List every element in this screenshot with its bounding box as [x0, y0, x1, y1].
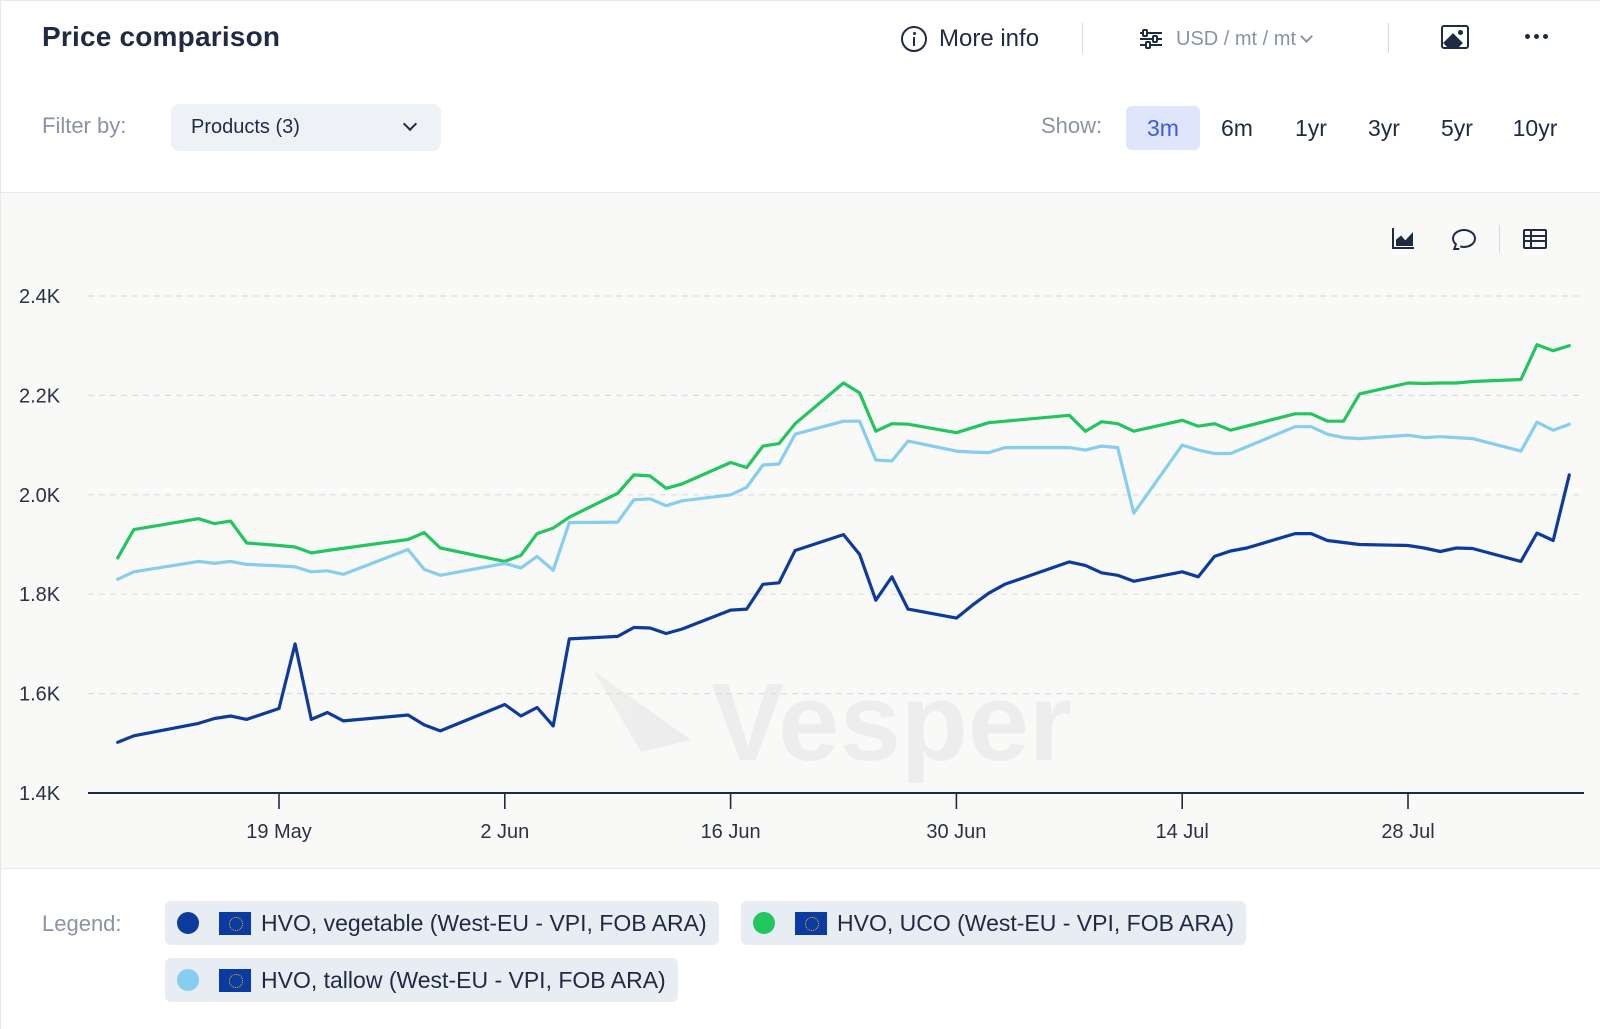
chart-panel [1, 192, 1600, 869]
line-chart: Vesper 1.4K 1.6K 1.8K 2.0K 2.2K 2.4K 19 May 2 J… [19, 286, 1584, 843]
header-divider [1082, 23, 1083, 53]
header-divider [1388, 23, 1389, 53]
products-filter-select[interactable]: Products (3) [171, 104, 441, 151]
table-view-icon[interactable] [1520, 224, 1550, 254]
series-line-tallow [116, 419, 1571, 581]
period-selector: 3m 6m 1yr 3yr 5yr 10yr [1126, 106, 1576, 150]
y-tick-label: 1.8K [19, 584, 61, 606]
series-color-dot [753, 912, 775, 934]
card-header: Price comparison More info USD / mt / mt [1, 1, 1600, 81]
series-line-uco [116, 343, 1571, 563]
eu-flag-icon [219, 911, 251, 935]
area-chart-icon[interactable] [1389, 224, 1419, 254]
period-10yr[interactable]: 10yr [1512, 115, 1558, 141]
period-6m[interactable]: 6m [1221, 115, 1253, 141]
x-tick-label: 2 Jun [480, 821, 529, 843]
filter-label: Filter by: [42, 113, 127, 138]
legend-item-tallow[interactable]: HVO, tallow (West-EU - VPI, FOB ARA) [165, 958, 678, 1002]
period-3m[interactable]: 3m [1126, 106, 1200, 150]
eu-flag-icon [795, 911, 827, 935]
period-5yr[interactable]: 5yr [1441, 115, 1473, 141]
units-label: USD / mt / mt [1176, 27, 1296, 50]
show-label: Show: [1041, 113, 1103, 138]
legend-item-vegetable[interactable]: HVO, vegetable (West-EU - VPI, FOB ARA) [165, 901, 719, 945]
y-tick-label: 2.2K [19, 385, 61, 407]
more-info-label: More info [939, 25, 1040, 52]
units-dropdown[interactable]: USD / mt / mt [1140, 23, 1313, 55]
x-tick-label: 16 Jun [701, 821, 761, 843]
comment-icon[interactable] [1449, 224, 1479, 254]
chart-toolbar [1389, 224, 1550, 254]
x-tick-label: 19 May [246, 821, 312, 843]
products-select-value: Products (3) [191, 116, 300, 138]
eu-flag-icon [219, 968, 251, 992]
y-tick-label: 1.4K [19, 783, 61, 805]
watermark-logo: Vesper [593, 661, 1072, 784]
chevron-down-icon [1300, 30, 1313, 43]
legend-item-label: HVO, tallow (West-EU - VPI, FOB ARA) [261, 966, 666, 993]
series-color-dot [177, 912, 199, 934]
y-tick-label: 1.6K [19, 684, 61, 706]
toolbar-divider [1499, 225, 1500, 253]
x-tick-label: 30 Jun [926, 821, 986, 843]
y-tick-label: 2.4K [19, 286, 61, 308]
series-line-vegetable [116, 473, 1571, 744]
svg-text:Vesper: Vesper [711, 661, 1072, 784]
series-color-dot [177, 969, 199, 991]
chevron-down-icon [402, 116, 418, 132]
y-tick-label: 2.0K [19, 485, 61, 507]
info-icon [901, 26, 927, 52]
x-tick-label: 28 Jul [1381, 821, 1434, 843]
legend-item-label: HVO, vegetable (West-EU - VPI, FOB ARA) [261, 909, 707, 936]
sliders-icon [1140, 29, 1162, 49]
x-tick-label: 14 Jul [1156, 821, 1209, 843]
period-3yr[interactable]: 3yr [1368, 115, 1400, 141]
period-1yr[interactable]: 1yr [1295, 115, 1327, 141]
more-options-icon[interactable] [1525, 34, 1548, 39]
legend-label: Legend: [42, 911, 122, 936]
page-title: Price comparison [42, 21, 281, 52]
legend-item-label: HVO, UCO (West-EU - VPI, FOB ARA) [837, 909, 1235, 936]
more-info-button[interactable]: More info [901, 21, 1039, 57]
legend-item-uco[interactable]: HVO, UCO (West-EU - VPI, FOB ARA) [741, 901, 1247, 945]
download-image-icon[interactable] [1441, 25, 1469, 49]
